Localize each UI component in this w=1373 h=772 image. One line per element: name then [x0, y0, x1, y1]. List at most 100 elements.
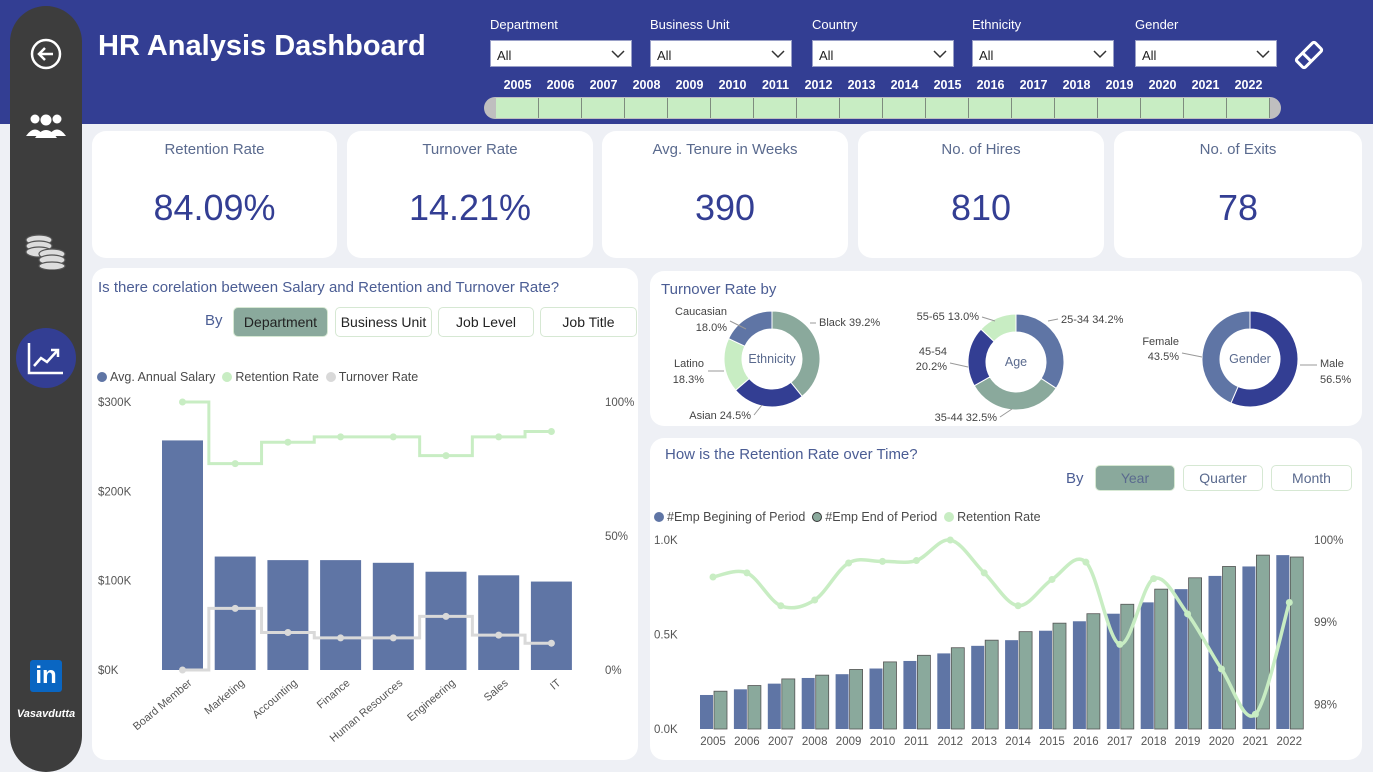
- people-icon[interactable]: [23, 110, 69, 142]
- year-slicer-cell[interactable]: [625, 98, 668, 118]
- filter-business-unit[interactable]: Business Unit All: [650, 17, 792, 67]
- filter-gender[interactable]: Gender All: [1135, 17, 1277, 67]
- leader-line: [949, 362, 969, 368]
- year-slicer-cell[interactable]: [711, 98, 754, 118]
- year-slicer-cell[interactable]: [840, 98, 883, 118]
- x-tick-label: Board Member: [131, 677, 195, 733]
- year-button[interactable]: Year: [1095, 465, 1175, 491]
- eraser-icon[interactable]: [1292, 38, 1326, 77]
- business-unit-button[interactable]: Business Unit: [335, 307, 432, 337]
- filter-ethnicity[interactable]: Ethnicity All: [972, 17, 1114, 67]
- leader-line: [981, 316, 996, 322]
- salary-bar: [267, 560, 309, 670]
- x-tick-label: 2008: [802, 736, 828, 748]
- kpi-card-hires: No. of Hires 810: [858, 131, 1104, 258]
- year-slicer-cell[interactable]: [1227, 98, 1270, 118]
- retention-chart-svg: 0.0K 0.5K 1.0K 98% 99% 100% 2005 2006 2007 2008 20…: [654, 535, 1343, 748]
- job-title-button[interactable]: Job Title: [540, 307, 637, 337]
- year-label: 2005: [503, 78, 532, 92]
- department-dropdown[interactable]: All: [490, 40, 632, 67]
- kpi-value: 390: [694, 187, 756, 228]
- year-slicer-cell[interactable]: [1098, 98, 1141, 118]
- leader-line: [1047, 318, 1059, 322]
- quarter-button[interactable]: Quarter: [1183, 465, 1263, 491]
- emp-begin-bar: [733, 689, 747, 729]
- gender-dropdown[interactable]: All: [1135, 40, 1277, 67]
- coins-icon[interactable]: [22, 230, 70, 270]
- turnover-rate-point: [179, 666, 186, 674]
- chart-trend-icon[interactable]: [16, 328, 76, 388]
- year-slicer-cell[interactable]: [883, 98, 926, 118]
- chart-legend: Avg. Annual Salary Retention Rate Turnov…: [97, 370, 418, 384]
- y2-tick-label: 0%: [605, 665, 622, 677]
- y-tick-label: $0K: [98, 665, 119, 677]
- year-label: 2015: [933, 78, 962, 92]
- page-title: HR Analysis Dashboard: [98, 30, 426, 62]
- retention-rate-point: [1116, 640, 1124, 648]
- department-button[interactable]: Department: [233, 307, 328, 337]
- donut-slice-label: 18.3%: [673, 374, 704, 386]
- turnover-rate-point: [442, 612, 450, 620]
- x-tick-label: 2020: [1209, 736, 1235, 748]
- donut-slice-35-44: [973, 376, 1057, 411]
- chevron-down-icon: [1256, 50, 1270, 59]
- x-tick-label: Sales: [482, 677, 511, 704]
- chevron-down-icon: [771, 50, 785, 59]
- year-slicer-cell[interactable]: [926, 98, 969, 118]
- legend-swatch: [222, 372, 233, 382]
- emp-end-bar: [1018, 631, 1033, 730]
- year-slicer-cell[interactable]: [1141, 98, 1184, 118]
- year-slicer-cell[interactable]: [969, 98, 1012, 118]
- x-tick-label: Accounting: [250, 677, 299, 721]
- kpi-label: Avg. Tenure in Weeks: [652, 141, 798, 158]
- y2-tick-label: 98%: [1314, 699, 1337, 711]
- y2-tick-label: 100%: [1314, 535, 1343, 547]
- year-slider[interactable]: [484, 97, 1281, 119]
- turnover-rate-point: [337, 634, 345, 642]
- year-slicer-cell[interactable]: [797, 98, 840, 118]
- country-dropdown[interactable]: All: [812, 40, 954, 67]
- year-slicer-cell[interactable]: [1012, 98, 1055, 118]
- x-tick-label: 2017: [1107, 736, 1133, 748]
- legend-label: Retention Rate: [235, 370, 319, 384]
- emp-begin-bar: [801, 677, 815, 729]
- y2-tick-label: 100%: [605, 397, 634, 409]
- leader-line: [753, 404, 763, 416]
- kpi-value: 810: [950, 187, 1012, 228]
- year-slicer-cell[interactable]: [1055, 98, 1098, 118]
- linkedin-icon[interactable]: in: [30, 660, 62, 692]
- year-slicer-cell[interactable]: [754, 98, 797, 118]
- legend-swatch: [325, 372, 336, 382]
- filter-country[interactable]: Country All: [812, 17, 954, 67]
- job-level-button[interactable]: Job Level: [438, 307, 534, 337]
- x-tick-label: 2014: [1005, 736, 1031, 748]
- ethnicity-dropdown[interactable]: All: [972, 40, 1114, 67]
- x-tick-label: 2018: [1141, 736, 1167, 748]
- chart-title: Turnover Rate by: [661, 281, 777, 298]
- year-label: 2011: [761, 78, 790, 92]
- y-tick-label: 0.5K: [654, 630, 678, 642]
- year-slicer-cell[interactable]: [582, 98, 625, 118]
- emp-begin-bar: [835, 674, 849, 729]
- retention-rate-point: [495, 433, 503, 441]
- x-tick-label: Marketing: [202, 677, 247, 717]
- year-slicer-cell[interactable]: [539, 98, 582, 118]
- month-button[interactable]: Month: [1271, 465, 1352, 491]
- year-slicer-cell[interactable]: [1184, 98, 1227, 118]
- turnover-rate-point: [389, 634, 397, 642]
- year-slicer-cell[interactable]: [496, 98, 539, 118]
- x-tick-label: 2016: [1073, 736, 1099, 748]
- legend-swatch: [812, 512, 823, 522]
- x-tick-label: 2011: [904, 736, 929, 748]
- back-arrow-icon[interactable]: [30, 38, 62, 70]
- business-unit-dropdown[interactable]: All: [650, 40, 792, 67]
- retention-rate-point: [912, 557, 920, 565]
- filter-department[interactable]: Department All: [490, 17, 632, 67]
- x-tick-label: 2019: [1175, 736, 1201, 748]
- year-label: 2013: [847, 78, 876, 92]
- salary-bar: [425, 571, 467, 670]
- emp-end-bar: [1086, 613, 1101, 730]
- emp-begin-bar: [937, 653, 951, 729]
- emp-begin-bar: [1072, 621, 1086, 729]
- year-slicer-cell[interactable]: [668, 98, 711, 118]
